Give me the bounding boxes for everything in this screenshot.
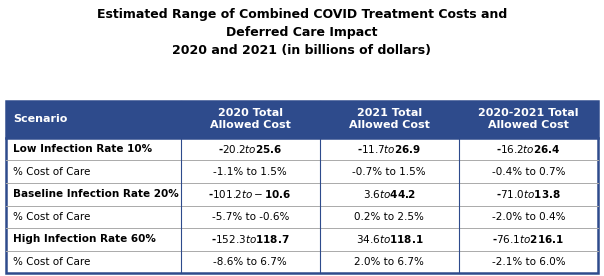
Text: -0.4% to 0.7%: -0.4% to 0.7%	[492, 167, 565, 177]
Text: -$152.3 to $118.7: -$152.3 to $118.7	[211, 233, 289, 245]
Text: -$101.2 to -$10.6: -$101.2 to -$10.6	[208, 188, 292, 200]
Text: % Cost of Care: % Cost of Care	[13, 212, 91, 222]
Bar	[6, 228, 598, 251]
Bar	[6, 160, 598, 183]
Text: -2.0% to 0.4%: -2.0% to 0.4%	[492, 212, 565, 222]
Text: -$20.2 to $25.6: -$20.2 to $25.6	[218, 143, 282, 155]
Text: -$11.7 to $26.9: -$11.7 to $26.9	[358, 143, 421, 155]
Text: $34.6 to $118.1: $34.6 to $118.1	[356, 233, 423, 245]
Bar	[6, 138, 598, 160]
Text: Scenario: Scenario	[13, 114, 68, 124]
Text: -5.7% to -0.6%: -5.7% to -0.6%	[211, 212, 289, 222]
Text: -8.6% to 6.7%: -8.6% to 6.7%	[213, 257, 287, 267]
Text: Low Infection Rate 10%: Low Infection Rate 10%	[13, 144, 152, 154]
Bar	[6, 183, 598, 206]
Text: -0.7% to 1.5%: -0.7% to 1.5%	[353, 167, 426, 177]
Text: -$76.1 to $216.1: -$76.1 to $216.1	[492, 233, 564, 245]
Text: 2021 Total
Allowed Cost: 2021 Total Allowed Cost	[349, 108, 429, 131]
Text: -$71.0 to $13.8: -$71.0 to $13.8	[496, 188, 561, 200]
Text: % Cost of Care: % Cost of Care	[13, 167, 91, 177]
Bar	[6, 206, 598, 228]
Text: 2.0% to 6.7%: 2.0% to 6.7%	[355, 257, 424, 267]
Text: Baseline Infection Rate 20%: Baseline Infection Rate 20%	[13, 189, 179, 199]
Bar	[6, 251, 598, 273]
Text: -$16.2 to $26.4: -$16.2 to $26.4	[496, 143, 561, 155]
Text: 2020-2021 Total
Allowed Cost: 2020-2021 Total Allowed Cost	[478, 108, 579, 131]
Text: Estimated Range of Combined COVID Treatment Costs and
Deferred Care Impact
2020 : Estimated Range of Combined COVID Treatm…	[97, 8, 507, 57]
Text: -1.1% to 1.5%: -1.1% to 1.5%	[213, 167, 287, 177]
Text: -2.1% to 6.0%: -2.1% to 6.0%	[492, 257, 565, 267]
Text: 0.2% to 2.5%: 0.2% to 2.5%	[355, 212, 424, 222]
Text: High Infection Rate 60%: High Infection Rate 60%	[13, 234, 156, 244]
Text: $3.6 to $44.2: $3.6 to $44.2	[363, 188, 416, 200]
Bar	[6, 101, 598, 273]
Bar	[6, 101, 598, 138]
Text: 2020 Total
Allowed Cost: 2020 Total Allowed Cost	[210, 108, 291, 131]
Text: % Cost of Care: % Cost of Care	[13, 257, 91, 267]
